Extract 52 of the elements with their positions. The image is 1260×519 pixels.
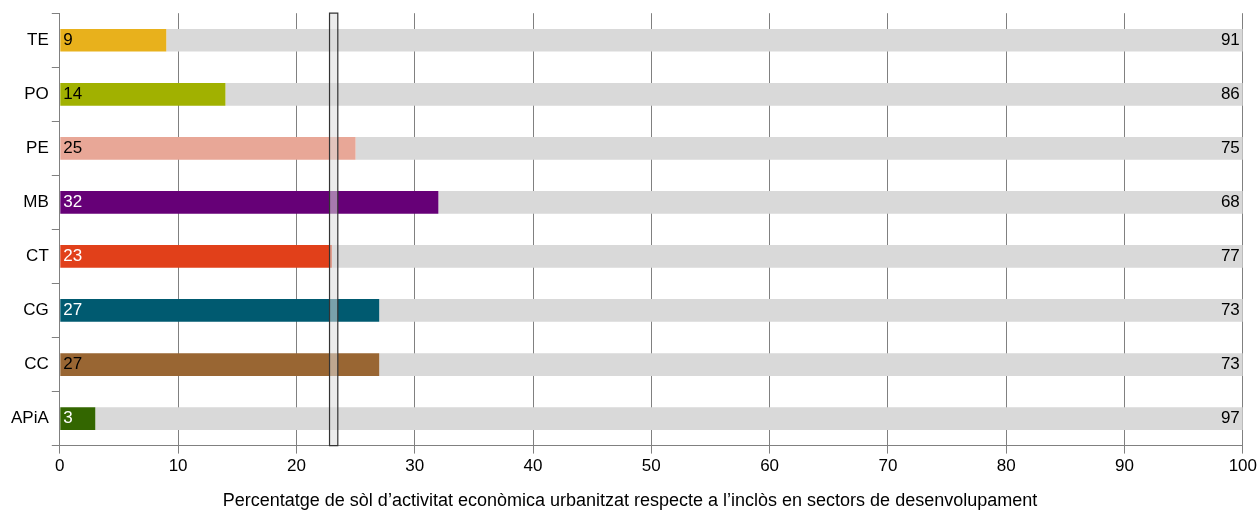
bar — [379, 299, 1243, 322]
bar — [60, 245, 332, 268]
y-tick-label: CT — [26, 246, 49, 266]
data-label: 27 — [63, 300, 83, 320]
x-tick-label: 80 — [996, 456, 1016, 476]
bar — [60, 353, 380, 376]
data-label: 77 — [1220, 246, 1240, 266]
data-label: 27 — [63, 354, 83, 374]
data-label: 25 — [63, 138, 83, 158]
data-label: 97 — [1220, 408, 1240, 428]
data-label: 73 — [1220, 300, 1240, 320]
bar — [438, 191, 1243, 214]
x-tick-label: 90 — [1115, 456, 1134, 476]
bar — [379, 353, 1243, 376]
x-tick-label: 40 — [523, 456, 543, 476]
bar — [355, 136, 1243, 160]
x-tick-label: 50 — [641, 456, 661, 476]
data-label: 23 — [63, 246, 83, 266]
data-label: 32 — [63, 192, 83, 212]
data-label: 86 — [1220, 83, 1240, 103]
data-label: 73 — [1220, 354, 1240, 374]
bar — [331, 245, 1243, 268]
data-label: 75 — [1220, 138, 1240, 158]
x-tick-label: 60 — [760, 456, 780, 476]
x-tick-label: 10 — [168, 456, 188, 476]
bar — [60, 82, 226, 106]
y-tick-label: MB — [23, 192, 49, 212]
x-tick-label: 30 — [405, 456, 425, 476]
y-tick-label: CG — [23, 300, 49, 320]
x-tick-label: 70 — [878, 456, 898, 476]
x-tick-label: 0 — [55, 456, 65, 476]
x-tick-label: 100 — [1228, 456, 1258, 476]
data-label: 91 — [1220, 29, 1240, 49]
bar — [95, 407, 1243, 430]
y-tick-label: TE — [27, 29, 49, 49]
bar — [60, 191, 439, 214]
x-tick-label: 20 — [286, 456, 306, 476]
y-tick-label: CC — [24, 354, 49, 374]
data-label: 68 — [1220, 192, 1240, 212]
y-tick-label: PO — [24, 83, 49, 103]
x-axis-title: Percentatge de sòl d’activitat econòmica urbanitzat respecte a l’inclòs en sectors de desenvolupament — [221, 490, 1039, 511]
bar — [225, 82, 1243, 106]
bar — [60, 28, 167, 52]
data-label: 3 — [63, 408, 73, 428]
bar — [166, 28, 1243, 52]
bar — [60, 407, 96, 430]
y-tick-label: APiA — [11, 408, 50, 428]
bar — [60, 299, 380, 322]
data-label: 14 — [63, 83, 83, 103]
bar — [60, 136, 356, 160]
y-tick-label: PE — [26, 138, 49, 158]
data-label: 9 — [63, 29, 73, 49]
